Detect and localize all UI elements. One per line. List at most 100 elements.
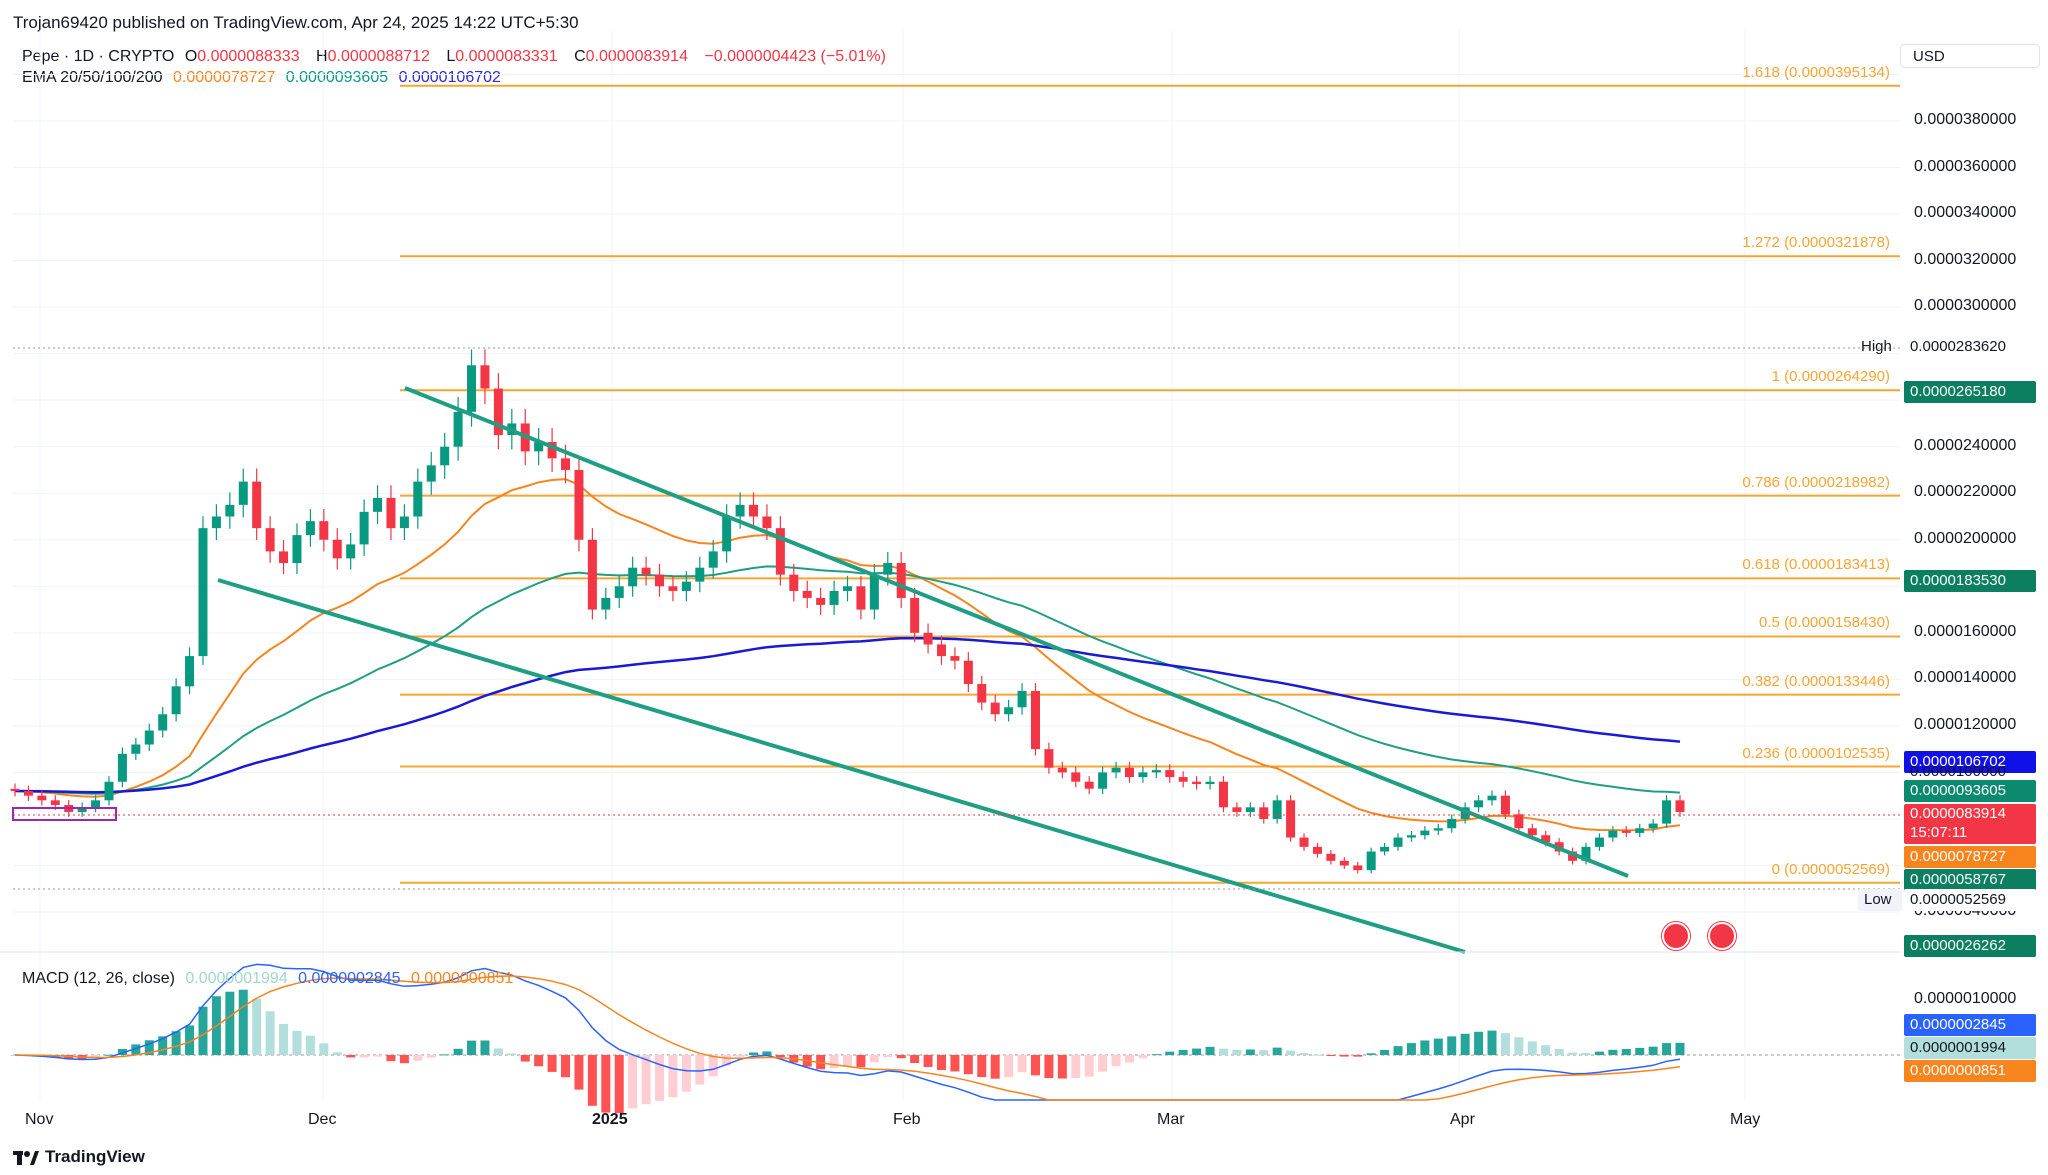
macd-signal-line: [14, 975, 1681, 1101]
candle-body: [1004, 707, 1014, 715]
macd-histogram-bar: [1648, 1046, 1658, 1055]
candle-body: [37, 795, 47, 801]
candle-body: [614, 586, 624, 598]
trendlines: [217, 386, 1629, 954]
candle-body: [211, 516, 221, 529]
macd-histogram-bar: [332, 1052, 342, 1055]
price-axis-label: 0.0000300000: [1914, 297, 2017, 315]
candle-body: [171, 686, 181, 715]
macd-legend: MACD (12, 26, close) 0.0000001994 0.0000…: [22, 970, 519, 988]
candle-body: [668, 586, 678, 591]
candle-body: [547, 442, 557, 459]
macd-histogram-bar: [990, 1055, 1000, 1079]
price-axis-label: 0.0000220000: [1914, 483, 2017, 501]
candle-body: [775, 528, 785, 575]
last-price-value: 0.0000083914: [1910, 805, 2006, 822]
ema-blue-tag: 0.0000106702: [1904, 751, 2036, 773]
us-flag-event-icon[interactable]: [1708, 922, 1736, 950]
tradingview-logo[interactable]: TradingView: [13, 1147, 145, 1167]
macd-histogram-bar: [1232, 1049, 1242, 1055]
price-axis-label: 0.0000380000: [1914, 111, 2017, 128]
candle-body: [480, 365, 490, 389]
macd-histogram-bar: [1608, 1049, 1618, 1055]
ema200-tag: 0.0000265180: [1904, 381, 2036, 403]
macd-histogram-bar: [1044, 1055, 1054, 1079]
candle-body: [1353, 865, 1363, 871]
macd-histogram-bar: [1151, 1054, 1161, 1056]
macd-histogram-bar: [843, 1055, 852, 1067]
candle-body: [50, 800, 60, 805]
candle-body: [238, 481, 248, 505]
macd-histogram-bar: [520, 1055, 530, 1062]
candle-body: [1057, 767, 1067, 773]
candle-body: [1044, 749, 1054, 768]
macd-histogram-bar: [1433, 1038, 1443, 1055]
candle-body: [225, 504, 235, 517]
ema-label[interactable]: EMA 20/50/100/200: [22, 69, 163, 86]
symbol-name[interactable]: Pepe · 1D · CRYPTO: [22, 48, 175, 65]
candle-body: [1299, 837, 1309, 847]
macd-histogram-bar: [1675, 1042, 1685, 1055]
ema-legend: EMA 20/50/100/200 0.0000078727 0.0000093…: [22, 69, 507, 87]
candle-body: [292, 535, 302, 564]
macd-histogram-bar: [279, 1023, 289, 1055]
price-axis-label: 0.0000200000: [1914, 529, 2017, 547]
macd-histogram-bar: [1124, 1055, 1134, 1063]
currency-selector[interactable]: USD: [1900, 44, 2040, 68]
macd-histogram-bar: [1393, 1046, 1403, 1055]
candle-body: [1030, 690, 1040, 750]
candle-body: [1192, 781, 1202, 785]
publisher-line: Trojan69420 published on TradingView.com…: [13, 13, 579, 32]
candle-body: [1500, 795, 1510, 815]
macd-histogram-bar: [641, 1055, 651, 1105]
macd-histogram-bar: [574, 1055, 584, 1090]
macd-pane: [10, 963, 1900, 1114]
candle-body: [1124, 767, 1134, 778]
candle-body: [802, 590, 812, 598]
macd-histogram-bar: [655, 1055, 665, 1101]
candle-body: [655, 574, 665, 587]
ema-value-20: 0.0000078727: [173, 69, 276, 86]
macd-histogram-bar: [252, 998, 262, 1055]
candle-body: [641, 567, 651, 575]
candle-body: [990, 702, 1000, 715]
candle-body: [1447, 818, 1457, 829]
macd-histogram-bar: [601, 1055, 611, 1113]
macd-hist-tag: 0.0000001994: [1904, 1037, 2036, 1059]
macd-histogram-bar: [493, 1048, 503, 1055]
macd-label[interactable]: MACD (12, 26, close): [22, 970, 175, 987]
candle-body: [534, 442, 544, 452]
macd-histogram-bar: [1326, 1055, 1336, 1057]
candle-body: [399, 516, 409, 529]
candle-body: [1259, 807, 1269, 819]
fib-level-label: 0.618 (0.0000183413): [1742, 556, 1890, 574]
candle-body: [373, 497, 383, 512]
macd-histogram-bar: [749, 1052, 759, 1055]
candle-body: [1312, 846, 1322, 854]
candle-body: [279, 551, 289, 564]
macd-histogram-bar: [117, 1048, 127, 1055]
macd-histogram-bar: [977, 1055, 987, 1078]
range-box: [12, 807, 117, 821]
candle-body: [1071, 772, 1081, 782]
candle-body: [1366, 851, 1376, 871]
macd-histogram-bar: [695, 1055, 705, 1085]
macd-histogram-bar: [1460, 1033, 1470, 1055]
candle-body: [413, 481, 423, 517]
macd-histogram-bar: [359, 1055, 369, 1058]
candle-body: [856, 586, 866, 610]
ohlc-close: C0.0000083914: [574, 48, 688, 65]
candle-body: [910, 597, 920, 633]
price-axis-label: 0.0000340000: [1914, 204, 2017, 222]
candle-body: [1165, 770, 1175, 778]
us-flag-event-icon[interactable]: [1662, 922, 1690, 950]
ema-value-50: 0.0000093605: [285, 69, 389, 86]
candle-body: [10, 788, 20, 792]
macd-histogram-bar: [1487, 1030, 1497, 1055]
candle-body: [1178, 777, 1188, 782]
candle-body: [467, 365, 477, 412]
macd-histogram-bar: [225, 991, 235, 1055]
macd-histogram-bar: [480, 1040, 490, 1055]
candle-body: [628, 567, 638, 587]
